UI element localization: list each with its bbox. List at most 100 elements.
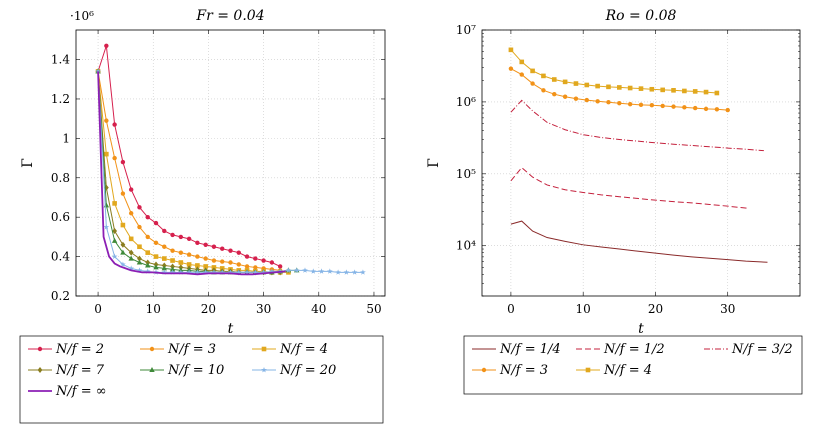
y-tick-label: 10⁵ bbox=[456, 167, 476, 181]
series-6 bbox=[95, 68, 366, 275]
data-point bbox=[269, 260, 275, 265]
data-point bbox=[178, 234, 184, 240]
x-tick-label: 0 bbox=[94, 302, 102, 316]
grid bbox=[482, 29, 800, 296]
data-point bbox=[145, 214, 150, 220]
data-point bbox=[211, 269, 217, 275]
data-point bbox=[120, 241, 126, 248]
y-tick-label: 1.2 bbox=[51, 92, 70, 106]
y-axis-label: Γ bbox=[426, 158, 442, 168]
data-point bbox=[145, 234, 150, 240]
data-point bbox=[277, 264, 283, 269]
data-point bbox=[186, 269, 192, 275]
data-point bbox=[252, 269, 259, 275]
y-axis-label: Γ bbox=[20, 158, 36, 168]
x-tick-label: 10 bbox=[146, 302, 161, 316]
data-point bbox=[136, 259, 143, 265]
data-point bbox=[112, 122, 117, 127]
x-axis-label: t bbox=[228, 321, 234, 337]
data-point bbox=[170, 258, 175, 263]
x-tick-label: 20 bbox=[648, 302, 663, 316]
legend: N/f = 2 N/f = 3 N/f = 4 N/f = 7 N/f = 10 N/f … bbox=[19, 335, 384, 424]
data-point bbox=[693, 105, 698, 111]
data-point bbox=[606, 84, 611, 90]
data-point bbox=[186, 236, 192, 242]
y-tick-label: 10⁴ bbox=[456, 239, 476, 253]
data-point bbox=[178, 250, 184, 255]
data-point bbox=[145, 262, 151, 268]
data-point bbox=[170, 248, 175, 253]
series-line bbox=[510, 220, 768, 263]
data-point bbox=[562, 94, 568, 99]
series-1 bbox=[510, 220, 768, 263]
data-point bbox=[178, 260, 184, 265]
chart-title: Ro = 0.08 bbox=[605, 8, 677, 24]
data-point bbox=[671, 88, 676, 93]
data-point bbox=[104, 43, 109, 48]
data-point bbox=[128, 255, 134, 261]
data-point bbox=[360, 269, 366, 275]
data-point bbox=[573, 81, 579, 86]
data-point bbox=[120, 261, 126, 267]
y-tick-label: 0.4 bbox=[51, 250, 70, 264]
data-point bbox=[137, 255, 142, 262]
data-point bbox=[112, 227, 118, 234]
x-tick-label: 40 bbox=[311, 302, 326, 316]
series-line bbox=[97, 71, 286, 276]
data-point bbox=[103, 184, 109, 191]
data-point bbox=[638, 86, 644, 91]
legend-item: N/f = 2 bbox=[28, 342, 104, 357]
data-point bbox=[552, 92, 557, 97]
series-line bbox=[510, 99, 764, 152]
legend-label: N/f = 1/4 bbox=[499, 342, 561, 357]
series-line bbox=[97, 45, 281, 267]
legend-item: N/f = 4 bbox=[252, 342, 328, 357]
series-line bbox=[97, 71, 363, 273]
series-4 bbox=[95, 68, 283, 276]
y-tick-label: 0.8 bbox=[51, 171, 70, 185]
data-point bbox=[219, 269, 226, 275]
chart-title: Fr = 0.04 bbox=[195, 8, 264, 24]
x-tick-label: 30 bbox=[720, 302, 735, 316]
data-point bbox=[519, 72, 524, 77]
data-point bbox=[194, 269, 201, 275]
legend-label: N/f = 3 bbox=[167, 342, 216, 357]
x-tick-label: 20 bbox=[201, 302, 216, 316]
x-tick-label: 0 bbox=[507, 302, 515, 316]
legend-item: N/f = 7 bbox=[28, 363, 105, 378]
data-point bbox=[573, 96, 579, 101]
data-point bbox=[104, 118, 109, 123]
data-point bbox=[120, 222, 126, 228]
data-point bbox=[169, 266, 176, 272]
data-point bbox=[682, 88, 687, 94]
data-point bbox=[703, 89, 709, 95]
data-point bbox=[638, 102, 644, 108]
legend-label: N/f = 10 bbox=[167, 363, 224, 378]
series-2 bbox=[510, 166, 750, 209]
y-multiplier: ·10⁶ bbox=[70, 9, 94, 23]
data-point bbox=[103, 224, 110, 230]
legend-marker bbox=[481, 367, 487, 373]
y-tick-label: 10⁶ bbox=[456, 95, 476, 109]
data-point bbox=[253, 265, 258, 270]
data-point bbox=[161, 256, 167, 261]
data-point bbox=[627, 85, 633, 91]
data-point bbox=[120, 191, 126, 196]
data-point bbox=[253, 256, 258, 261]
legend-item: N/f = 3 bbox=[140, 342, 216, 357]
legend-item: N/f = 3 bbox=[472, 363, 548, 378]
data-point bbox=[530, 68, 535, 74]
series-3 bbox=[95, 69, 291, 275]
plot-frame bbox=[481, 29, 801, 297]
data-point bbox=[227, 269, 234, 275]
data-point bbox=[153, 254, 159, 259]
data-point bbox=[235, 269, 242, 275]
data-point bbox=[195, 254, 200, 259]
legend-marker bbox=[149, 346, 155, 352]
series-7 bbox=[97, 71, 286, 276]
data-point bbox=[551, 77, 557, 82]
y-tick-label: 1 bbox=[62, 131, 70, 145]
series-2 bbox=[95, 69, 291, 275]
